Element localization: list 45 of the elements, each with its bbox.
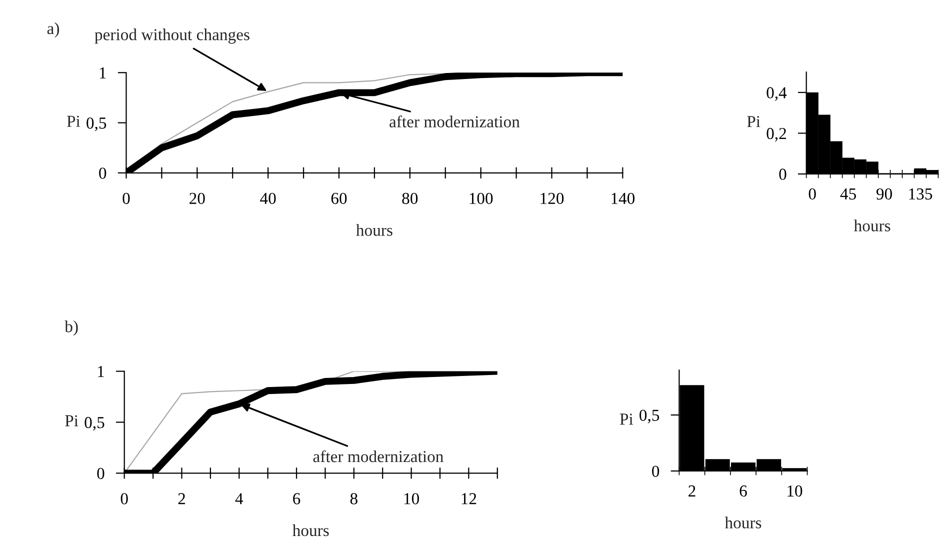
x-tick-label: 120 [540, 192, 564, 204]
annotation: after modernization [390, 116, 520, 128]
y-axis-title: Pi [747, 116, 760, 128]
x-tick-label: 45 [840, 188, 856, 200]
x-axis-title: hours [292, 524, 329, 536]
annotation: after modernization [313, 450, 444, 462]
y-axis-title: Pi [66, 116, 80, 127]
x-tick-label: 2 [178, 493, 185, 504]
y-tick-label: 0,2 [766, 128, 786, 142]
x-tick-label: 8 [350, 493, 358, 504]
x-tick-label: 10 [404, 493, 419, 504]
x-tick-label: 20 [190, 192, 205, 204]
y-tick-label: 1 [100, 67, 106, 78]
chart-title: b) [64, 320, 78, 336]
x-tick-label: 135 [909, 188, 932, 200]
x-tick-label: 0 [122, 192, 130, 204]
x-tick-label: 90 [876, 188, 892, 200]
x-tick-label: 40 [260, 192, 276, 204]
x-tick-label: 6 [293, 493, 300, 504]
y-axis-title: Pi [620, 414, 634, 425]
y-tick-label: 0,4 [766, 87, 787, 101]
y-tick-label: 0,5 [86, 117, 106, 132]
x-tick-label: 6 [740, 485, 747, 497]
x-tick-label: 4 [235, 493, 244, 504]
y-tick-label: 0 [99, 168, 106, 179]
x-axis-title: hours [854, 220, 890, 232]
x-tick-label: 10 [788, 485, 802, 497]
annotation: period without changes [94, 28, 250, 44]
y-tick-label: 0 [779, 168, 786, 180]
x-axis-title: hours [724, 516, 762, 528]
chart-title: a) [47, 22, 60, 38]
y-tick-label: 1 [98, 366, 104, 378]
x-tick-label: 140 [612, 192, 635, 204]
y-axis-title: Pi [65, 415, 78, 426]
y-tick-label: 0,5 [84, 416, 104, 431]
x-tick-label: 2 [688, 485, 696, 496]
x-tick-label: 60 [331, 192, 347, 204]
y-tick-label: 0,5 [640, 410, 660, 424]
x-tick-label: 80 [402, 192, 418, 204]
y-tick-label: 0 [97, 468, 104, 480]
x-tick-label: 12 [462, 493, 476, 504]
x-tick-label: 100 [470, 192, 493, 204]
x-tick-label: 0 [120, 493, 128, 504]
x-tick-label: 0 [808, 188, 816, 200]
x-axis-title: hours [356, 224, 392, 236]
